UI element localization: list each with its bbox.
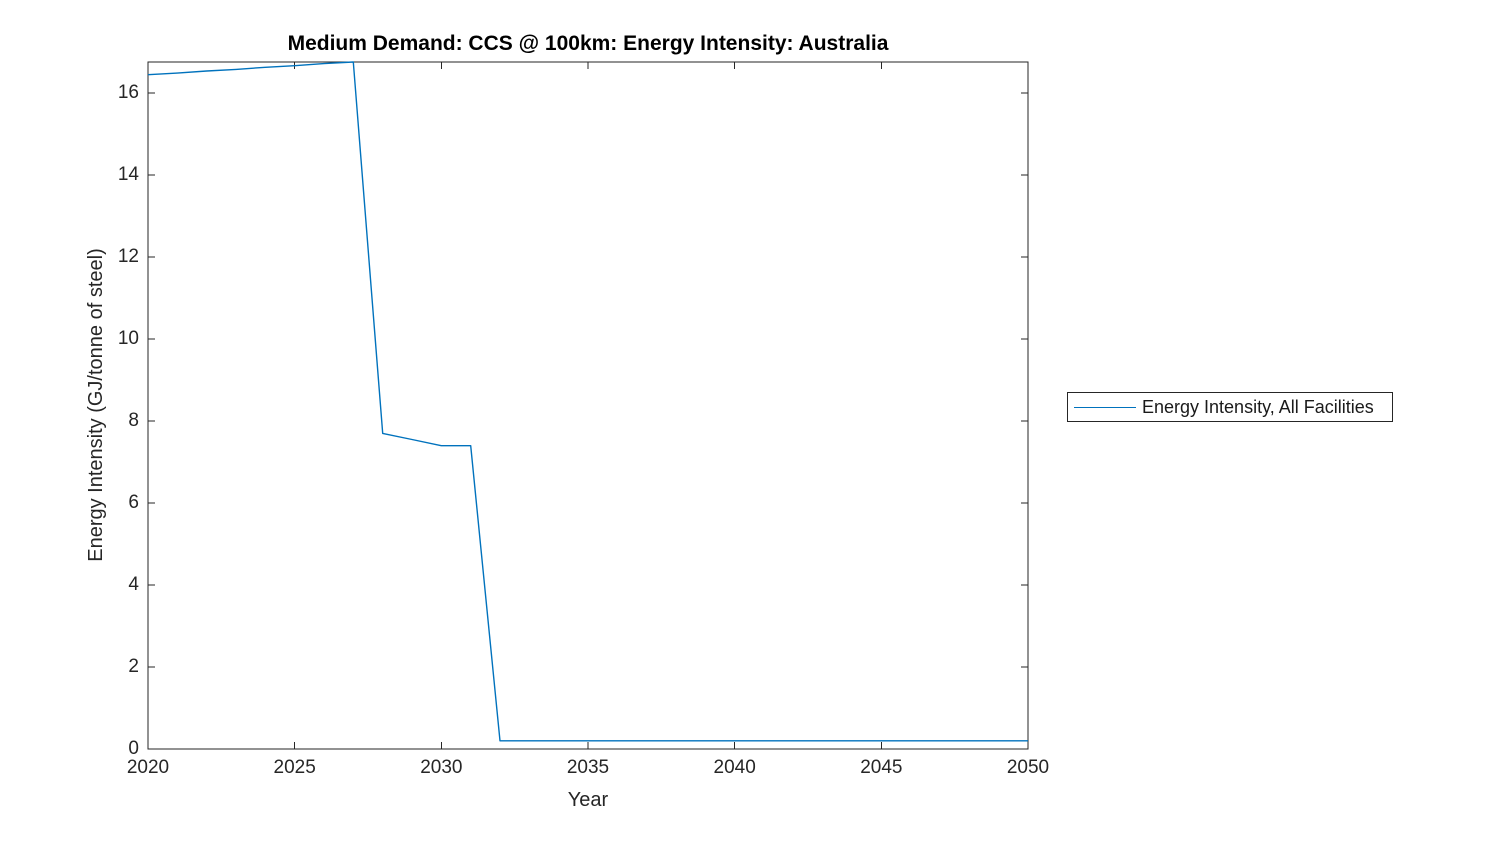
x-tick-label: 2045 xyxy=(860,757,903,778)
y-tick-label: 2 xyxy=(128,656,139,678)
y-tick-label: 14 xyxy=(117,164,139,186)
y-axis-label: Energy Intensity (GJ/tonne of steel) xyxy=(85,248,107,562)
y-tick-label: 16 xyxy=(117,82,139,104)
axes-box xyxy=(147,61,1029,750)
y-tick-label: 0 xyxy=(128,738,139,759)
x-tick-label: 2035 xyxy=(566,757,610,778)
y-tick-label: 8 xyxy=(128,410,139,432)
legend: Energy Intensity, All Facilities xyxy=(1067,392,1393,422)
legend-label: Energy Intensity, All Facilities xyxy=(1142,396,1374,417)
x-tick-label: 2050 xyxy=(1006,757,1050,778)
y-tick-label: 6 xyxy=(128,492,139,514)
data-line xyxy=(147,61,1028,742)
y-tick-label: 12 xyxy=(117,246,139,268)
x-axis-label: Year xyxy=(567,789,609,811)
legend-line-sample-icon xyxy=(1074,406,1136,408)
y-tick-label: 10 xyxy=(117,328,139,350)
x-tick-label: 2040 xyxy=(713,757,756,778)
x-tick-label: 2030 xyxy=(420,757,463,778)
chart-title: Medium Demand: CCS @ 100km: Energy Inten… xyxy=(287,32,889,55)
x-tick-label: 2025 xyxy=(273,757,316,778)
x-tick-label: 2020 xyxy=(126,757,170,778)
y-tick-label: 4 xyxy=(128,574,139,596)
